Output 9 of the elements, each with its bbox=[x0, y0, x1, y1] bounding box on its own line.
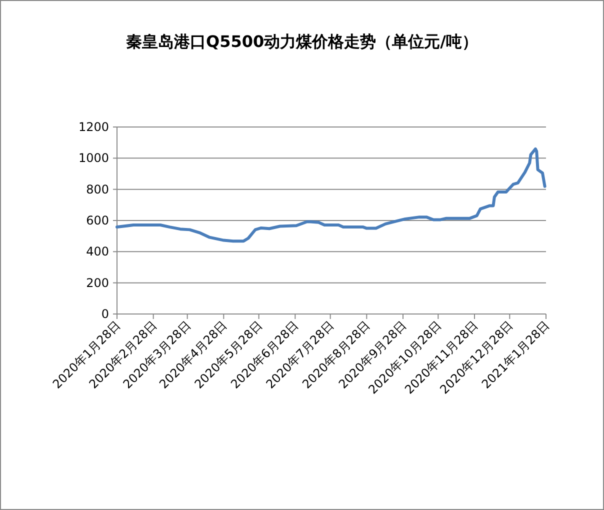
y-tick-label: 800 bbox=[86, 182, 109, 196]
y-tick-label: 400 bbox=[86, 244, 109, 259]
y-tick-label: 600 bbox=[86, 214, 109, 228]
chart-title: 秦皇岛港口Q5500动力煤价格走势（单位元/吨） bbox=[126, 32, 478, 51]
y-tick-label: 0 bbox=[101, 307, 109, 321]
y-tick-label: 1000 bbox=[78, 151, 109, 166]
y-tick-label: 1200 bbox=[78, 120, 109, 134]
line-series bbox=[116, 147, 546, 243]
y-tick-label: 200 bbox=[86, 276, 109, 290]
